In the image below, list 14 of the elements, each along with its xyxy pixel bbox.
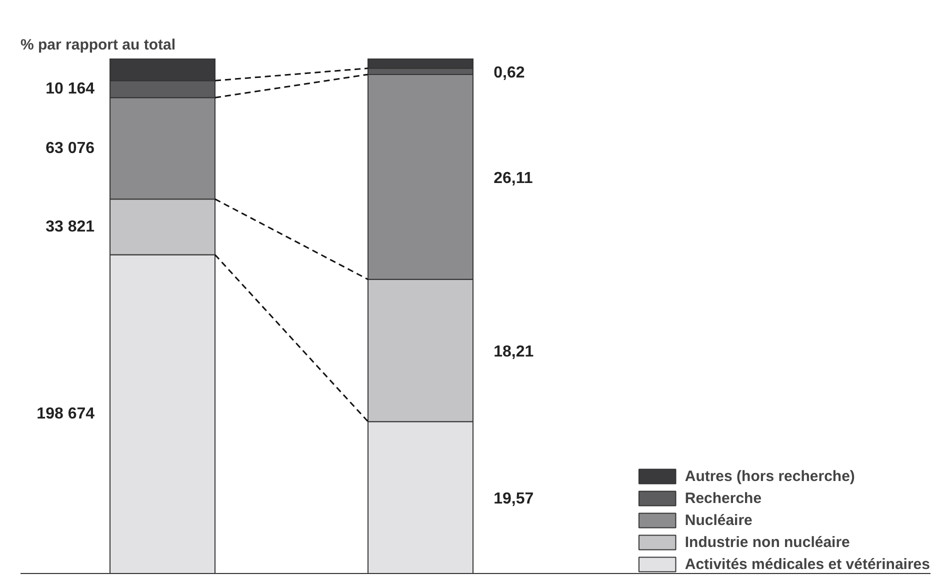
annotation: 19,57	[494, 490, 534, 508]
annotation: 63 076	[46, 140, 95, 157]
legend-label: Recherche	[684, 490, 762, 506]
legend-label: Industrie non nucléaire	[684, 534, 850, 550]
chart-title: % par rapport au total	[20, 36, 176, 54]
annotation: 26,11	[494, 170, 533, 187]
legend-label: Nucléaire	[684, 512, 752, 528]
annotation: 33 821	[46, 218, 95, 236]
annotation: 10 164	[46, 80, 95, 98]
legend-label: Autres (hors recherche)	[684, 468, 855, 484]
annotation: 0,62	[494, 64, 525, 82]
annotation: 198 674	[36, 406, 95, 423]
legend-label: Activités médicales et vétérinaires	[684, 556, 930, 572]
annotation: 18,21	[494, 344, 534, 361]
